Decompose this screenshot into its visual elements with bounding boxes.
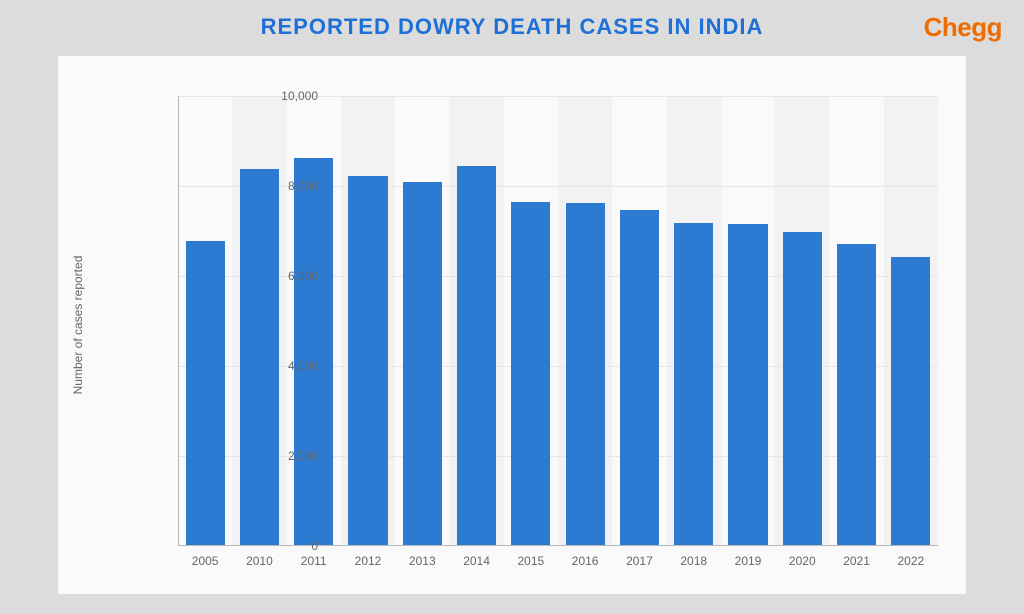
y-tick-label: 2,000 bbox=[258, 449, 318, 463]
bar bbox=[240, 169, 279, 546]
y-tick-label: 8,000 bbox=[258, 179, 318, 193]
x-tick-label: 2018 bbox=[667, 554, 721, 568]
bar bbox=[837, 244, 876, 546]
bar bbox=[783, 232, 822, 546]
bar bbox=[620, 210, 659, 546]
y-tick-label: 0 bbox=[258, 539, 318, 553]
chart-panel: Number of cases reported 0 2,000 4,000 6,00… bbox=[57, 55, 967, 595]
bar bbox=[348, 176, 387, 546]
plot-area bbox=[178, 96, 938, 546]
x-tick-label: 2014 bbox=[450, 554, 504, 568]
bar bbox=[186, 241, 225, 546]
x-tick-label: 2010 bbox=[232, 554, 286, 568]
bar bbox=[403, 182, 442, 546]
x-tick-label: 2013 bbox=[395, 554, 449, 568]
y-axis-line bbox=[178, 96, 179, 546]
x-tick-label: 2019 bbox=[721, 554, 775, 568]
bar bbox=[566, 203, 605, 546]
bar bbox=[891, 257, 930, 546]
chart-title: REPORTED DOWRY DEATH CASES IN INDIA bbox=[0, 14, 1024, 40]
y-axis-title: Number of cases reported bbox=[71, 256, 85, 395]
x-tick-label: 2011 bbox=[287, 554, 341, 568]
brand-logo: Chegg bbox=[924, 12, 1002, 43]
x-tick-label: 2020 bbox=[775, 554, 829, 568]
x-tick-label: 2016 bbox=[558, 554, 612, 568]
x-tick-label: 2022 bbox=[884, 554, 938, 568]
x-tick-label: 2017 bbox=[612, 554, 666, 568]
x-tick-label: 2015 bbox=[504, 554, 558, 568]
bar bbox=[511, 202, 550, 546]
bar bbox=[457, 166, 496, 546]
bar bbox=[674, 223, 713, 546]
x-tick-label: 2012 bbox=[341, 554, 395, 568]
y-tick-label: 10,000 bbox=[258, 89, 318, 103]
x-tick-label: 2021 bbox=[830, 554, 884, 568]
bar bbox=[294, 158, 333, 546]
y-tick-label: 6,000 bbox=[258, 269, 318, 283]
y-tick-label: 4,000 bbox=[258, 359, 318, 373]
bar bbox=[728, 224, 767, 546]
x-tick-label: 2005 bbox=[178, 554, 232, 568]
